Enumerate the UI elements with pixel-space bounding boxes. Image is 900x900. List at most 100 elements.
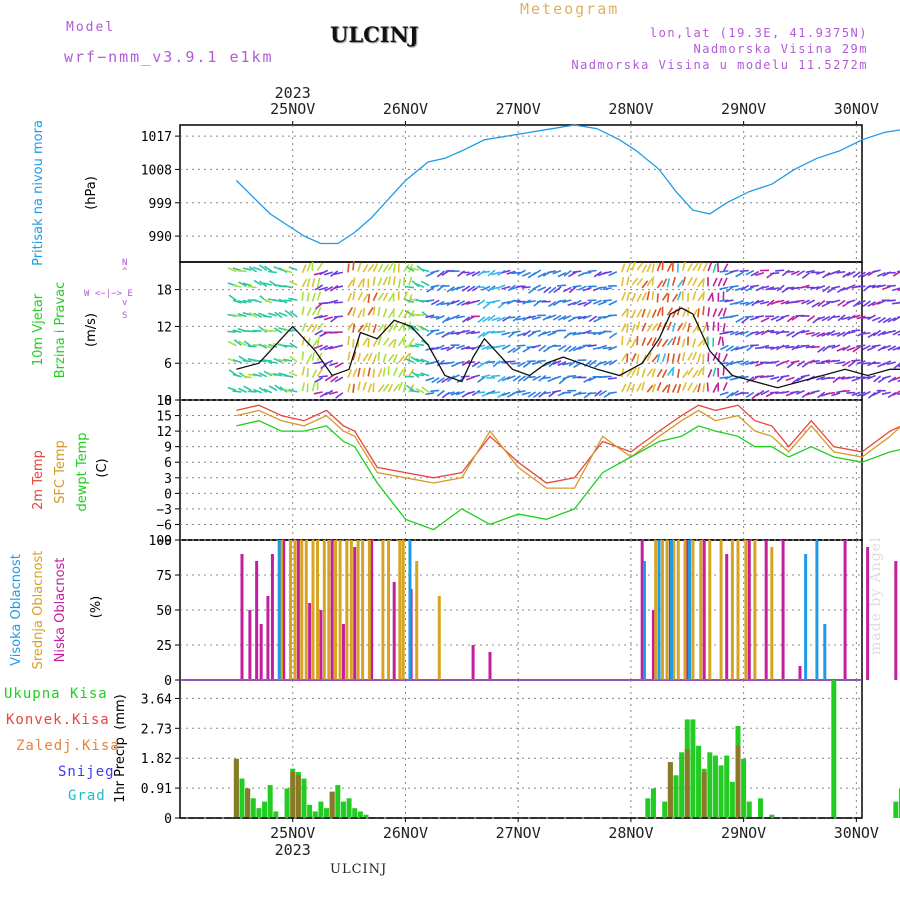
wind-arrow xyxy=(651,322,659,332)
wind-arrow xyxy=(775,269,785,272)
wind-arrow xyxy=(572,345,582,352)
wind-arrow xyxy=(846,375,856,380)
precip-total-bar xyxy=(324,808,330,818)
wind-arrow xyxy=(557,361,567,367)
wind-arrow xyxy=(283,358,293,362)
wind-arrow xyxy=(886,284,896,287)
cloud-bar xyxy=(288,540,292,680)
wind-arrow xyxy=(681,261,686,271)
wind-arrow xyxy=(867,314,876,321)
wind-arrow xyxy=(676,336,681,346)
wind-arrow xyxy=(852,300,861,308)
precip-total-bar xyxy=(301,778,307,818)
wind-arrow xyxy=(598,389,608,397)
wind-arrow xyxy=(227,386,237,392)
bottom-day-label: 30NOV xyxy=(834,824,879,842)
wind-arrow xyxy=(656,368,663,378)
wind-arrow xyxy=(681,338,686,348)
wind-arrow xyxy=(836,286,846,293)
precip-total-bar xyxy=(769,814,775,818)
wind-arrow xyxy=(362,337,369,346)
wind-arrow xyxy=(357,309,363,319)
wind-arrow xyxy=(745,391,755,398)
precip-total-bar xyxy=(357,811,363,818)
wind-arrow xyxy=(851,359,861,362)
wind-arrow xyxy=(318,375,328,378)
wind-arrow xyxy=(861,316,871,319)
wind-arrow xyxy=(735,271,745,278)
wind-arrow xyxy=(841,389,851,393)
cloud-bar xyxy=(753,540,757,680)
wind-arrow xyxy=(785,345,795,349)
wind-arrow xyxy=(831,269,841,275)
wind-arrow xyxy=(734,360,744,364)
wind-arrow xyxy=(283,388,293,393)
ytick-label-cloud: 50 xyxy=(156,604,172,619)
wind-arrow xyxy=(430,360,440,365)
wind-arrow xyxy=(671,276,676,286)
wind-arrow xyxy=(562,299,572,304)
wind-arrow xyxy=(367,293,371,304)
wind-arrow xyxy=(831,299,841,304)
wind-arrow xyxy=(531,344,541,349)
wind-arrow xyxy=(420,268,430,273)
cloud-bar xyxy=(488,652,492,680)
model-label: Model xyxy=(66,20,116,35)
wind-arrow xyxy=(357,262,362,272)
wind-arrow xyxy=(706,321,709,331)
wind-arrow xyxy=(507,284,516,292)
wind-arrow xyxy=(602,299,612,302)
wind-arrow xyxy=(501,331,511,336)
wind-arrow xyxy=(372,263,379,272)
wind-arrow xyxy=(780,374,790,378)
wind-arrow xyxy=(846,270,856,277)
wind-arrow xyxy=(397,278,401,288)
wind-arrow xyxy=(656,381,662,391)
wind-arrow xyxy=(621,336,624,346)
wind-arrow xyxy=(786,361,795,369)
wind-arrow xyxy=(886,329,897,334)
wind-arrow xyxy=(846,284,856,290)
temp-unit: (C) xyxy=(95,458,110,477)
wind-arrow xyxy=(284,309,293,317)
wind-arrow xyxy=(333,285,344,289)
wind-arrow xyxy=(897,301,900,304)
cloud-bar xyxy=(815,540,819,680)
wind-arrow xyxy=(466,390,476,396)
wind-arrow xyxy=(636,277,644,286)
wind-arrow xyxy=(357,367,361,377)
wind-arrow xyxy=(587,392,597,395)
cloud-bar xyxy=(279,540,283,680)
wind-arrow xyxy=(316,322,324,331)
wind-arrow xyxy=(268,372,278,377)
wind-arrow xyxy=(552,375,562,380)
wind-arrow xyxy=(851,391,861,397)
wind-arrow xyxy=(273,372,283,377)
wind-arrow xyxy=(801,391,811,399)
wind-arrow xyxy=(867,391,877,399)
cloud-bar xyxy=(657,540,661,680)
wind-arrow xyxy=(851,329,861,332)
wind-arrow xyxy=(867,360,876,367)
cloud-bar xyxy=(672,540,676,680)
wind-arrow xyxy=(876,284,886,288)
wind-arrow xyxy=(577,301,587,306)
wind-arrow xyxy=(722,382,728,391)
precip-conv-bar xyxy=(295,775,301,818)
wind-arrow xyxy=(608,345,618,351)
wind-arrow xyxy=(892,376,900,381)
wind-arrow xyxy=(881,375,891,380)
wind-arrow xyxy=(531,329,541,334)
wind-arrow xyxy=(717,277,723,287)
wind-arrow xyxy=(415,373,425,377)
wind-arrow xyxy=(482,315,491,323)
wind-arrow xyxy=(450,391,460,396)
wind-arrow xyxy=(319,345,329,351)
wind-arrow xyxy=(722,263,729,273)
wind-arrow xyxy=(232,299,242,304)
wind-arrow xyxy=(608,359,618,366)
wind-arrow xyxy=(666,278,670,288)
wind-arrow xyxy=(430,284,440,288)
model-name: wrf−nmm_v3.9.1 e1km xyxy=(64,48,274,66)
wind-arrow xyxy=(744,315,754,318)
